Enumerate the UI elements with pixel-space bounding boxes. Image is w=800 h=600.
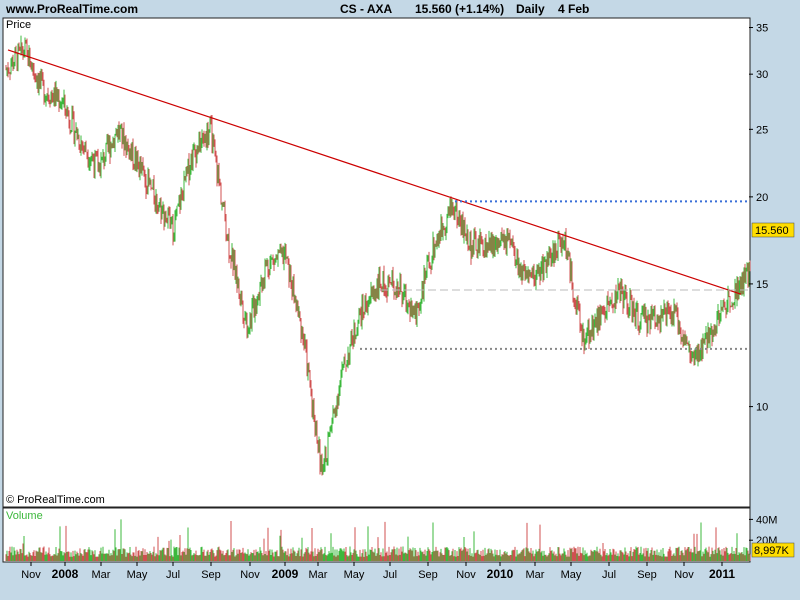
- x-tick-label: Mar: [92, 569, 111, 581]
- price-plot-area: [2, 17, 751, 508]
- last-volume-tag-bg: [751, 542, 795, 558]
- price-panel: [2, 17, 751, 508]
- y-tick-label: 15: [756, 279, 768, 291]
- x-tick-label: Mar: [526, 569, 545, 581]
- x-tick-label: Nov: [456, 569, 476, 581]
- x-tick-label: Jul: [602, 569, 616, 581]
- volume-panel-label: Volume: [6, 510, 43, 522]
- x-tick-label: Sep: [637, 569, 657, 581]
- price-panel-label: Price: [6, 19, 31, 31]
- price-marks: [5, 35, 751, 476]
- last-volume-tag: 8,997K: [754, 545, 790, 557]
- x-tick-label: 2008: [52, 567, 79, 581]
- trendline: [7, 49, 742, 295]
- x-tick-label: Nov: [21, 569, 41, 581]
- x-tick-label: 2010: [487, 567, 514, 581]
- date-label: 4 Feb: [558, 2, 590, 16]
- period-label: Daily: [516, 2, 545, 16]
- symbol-label: CS - AXA: [340, 2, 393, 16]
- y-tick-label: 10: [756, 402, 768, 414]
- x-tick-label: Nov: [674, 569, 694, 581]
- quote-label: 15.560 (+1.14%): [415, 2, 505, 16]
- x-tick-label: May: [344, 569, 365, 581]
- y-tick-label: 25: [756, 124, 768, 136]
- y-tick-label: 20: [756, 192, 768, 204]
- volume-marks: [5, 519, 751, 561]
- x-tick-label: Nov: [240, 569, 260, 581]
- last-price-tag-bg: [751, 222, 795, 238]
- x-tick-label: May: [561, 569, 582, 581]
- x-tick-label: 2011: [709, 567, 735, 581]
- y-tick-label: 35: [756, 23, 768, 35]
- site-url[interactable]: www.ProRealTime.com: [6, 2, 139, 16]
- copyright-label: © ProRealTime.com: [6, 494, 105, 506]
- last-price-tag: 15.560: [755, 225, 789, 237]
- x-tick-label: May: [127, 569, 148, 581]
- annotations: [7, 49, 749, 350]
- x-tick-label: Mar: [309, 569, 328, 581]
- x-tick-label: Sep: [418, 569, 438, 581]
- x-tick-label: Jul: [383, 569, 397, 581]
- volume-tick-label: 40M: [756, 514, 777, 526]
- x-tick-label: Jul: [166, 569, 180, 581]
- y-tick-label: 30: [756, 69, 768, 81]
- x-tick-label: 2009: [272, 567, 299, 581]
- x-tick-label: Sep: [201, 569, 221, 581]
